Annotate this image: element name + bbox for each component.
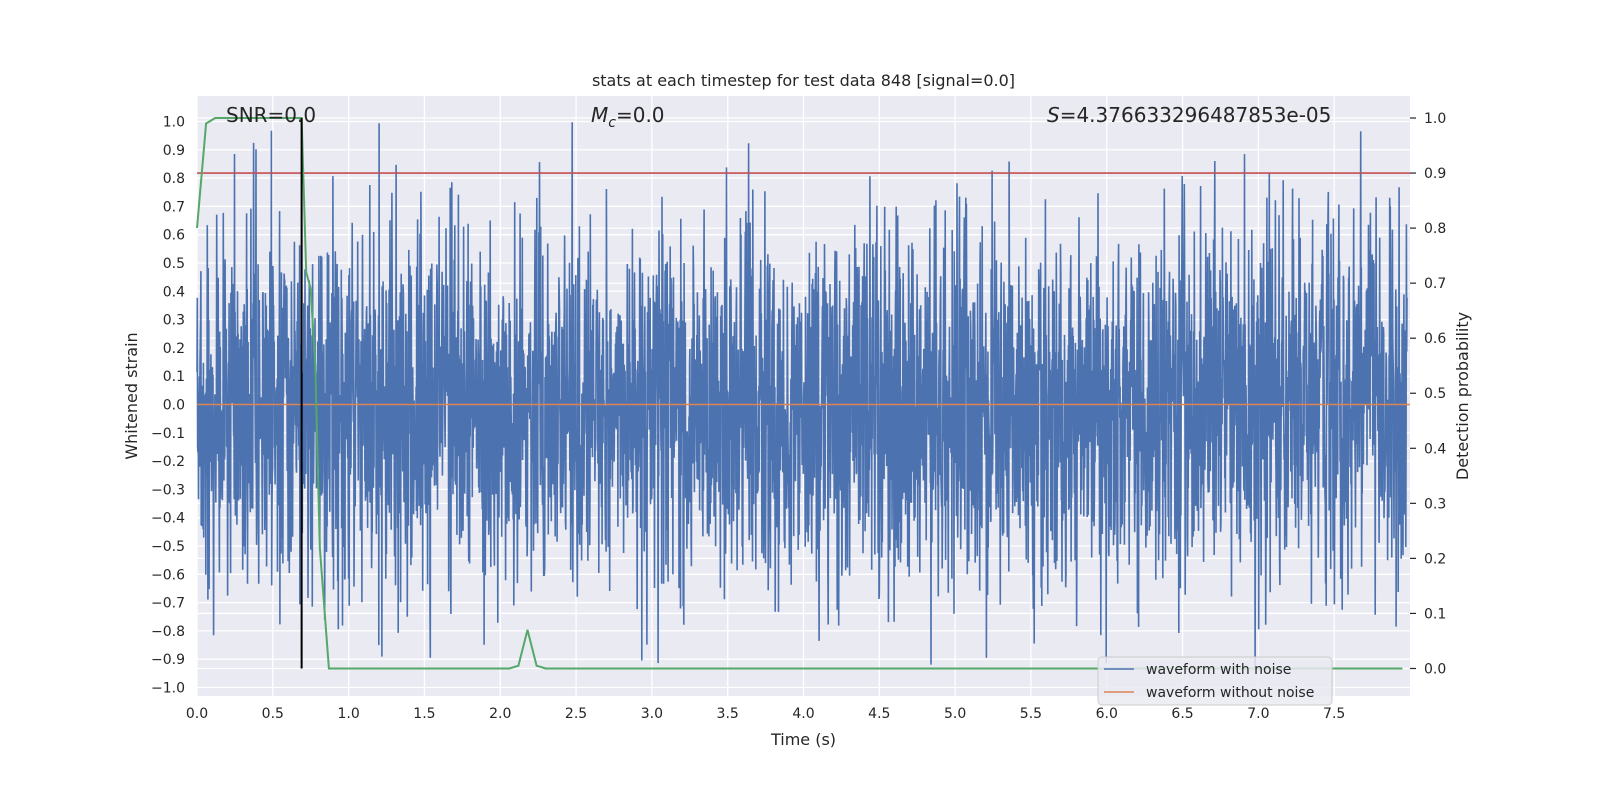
y-tick-label: −0.4 (151, 511, 185, 527)
y-tick-label: −0.5 (151, 539, 185, 555)
x-tick-label: 4.0 (792, 706, 814, 722)
y-right-tick-label: 1.0 (1424, 111, 1446, 127)
chirp-mass-annotation: Mc=0.0 (591, 103, 665, 131)
y-right-tick-label: 0.0 (1424, 661, 1446, 677)
x-tick-label: 5.0 (944, 706, 966, 722)
y-tick-label: −0.3 (151, 482, 185, 498)
chart-title: stats at each timestep for test data 848… (592, 71, 1015, 90)
y-tick-label: 0.8 (163, 171, 185, 187)
y-right-tick-label: 0.1 (1424, 606, 1446, 622)
x-tick-label: 2.0 (489, 706, 511, 722)
mc-symbol: M (591, 103, 608, 127)
s-value: =4.376633296487853e-05 (1060, 103, 1332, 127)
y-tick-label: −1.0 (151, 681, 185, 697)
y-tick-label: 0.3 (163, 313, 185, 329)
x-tick-label: 0.0 (186, 706, 208, 722)
x-tick-label: 7.0 (1247, 706, 1269, 722)
y-tick-label: 0.0 (163, 397, 185, 413)
y-tick-label: −0.6 (151, 567, 185, 583)
y-tick-label: −0.1 (151, 426, 185, 442)
x-tick-label: 3.5 (717, 706, 739, 722)
x-tick-label: 2.5 (565, 706, 587, 722)
x-tick-label: 0.5 (262, 706, 284, 722)
legend-entry-clean: waveform without noise (1146, 685, 1314, 701)
y-tick-label: 0.6 (163, 228, 185, 244)
y-tick-label: −0.8 (151, 624, 185, 640)
y-right-tick-label: 0.2 (1424, 551, 1446, 567)
overlay-series (196, 117, 1410, 670)
statistic-annotation: S=4.376633296487853e-05 (1047, 103, 1331, 127)
y-right-tick-label: 0.4 (1424, 441, 1446, 457)
x-tick-label: 6.5 (1171, 706, 1193, 722)
x-tick-label: 7.5 (1323, 706, 1345, 722)
y-tick-label: 0.7 (163, 199, 185, 215)
y-right-tick-label: 0.6 (1424, 331, 1446, 347)
legend: waveform with noise waveform without noi… (1097, 656, 1333, 706)
waveform-with-noise-line (196, 122, 1408, 667)
x-tick-label: 1.0 (337, 706, 359, 722)
y-tick-label: 1.0 (163, 114, 185, 130)
y-tick-label: 0.9 (163, 143, 185, 159)
y-tick-label: 0.4 (163, 284, 185, 300)
mc-subscript: c (608, 115, 616, 131)
y-right-tick-label: 0.7 (1424, 276, 1446, 292)
y-right-axis-label: Detection probability (1453, 312, 1472, 480)
y-tick-label: 0.2 (163, 341, 185, 357)
y-tick-label: −0.9 (151, 652, 185, 668)
y-tick-label: 0.1 (163, 369, 185, 385)
y-tick-label: 0.5 (163, 256, 185, 272)
detection-probability-line (196, 117, 1403, 670)
legend-box (1097, 656, 1333, 706)
mc-value: =0.0 (616, 103, 665, 127)
s-symbol: S (1047, 103, 1060, 127)
x-tick-label: 1.5 (413, 706, 435, 722)
y-axis-label: Whitened strain (122, 332, 141, 459)
y-tick-label: −0.2 (151, 454, 185, 470)
waveform-with-noise-series (196, 122, 1408, 667)
legend-entry-noise: waveform with noise (1146, 662, 1291, 678)
x-tick-label: 3.0 (641, 706, 663, 722)
y-right-tick-label: 0.9 (1424, 166, 1446, 182)
snr-annotation: SNR=0.0 (226, 103, 316, 127)
x-axis-label: Time (s) (770, 730, 836, 749)
y-right-tick-label: 0.8 (1424, 221, 1446, 237)
axes: 0.0 0.5 1.0 1.5 2.0 2.5 3.0 3.5 4.0 4.5 5.0 5.5 6.0 6… (151, 111, 1446, 722)
x-tick-label: 4.5 (868, 706, 890, 722)
y-tick-label: −0.7 (151, 596, 185, 612)
x-tick-label: 5.5 (1020, 706, 1042, 722)
y-right-tick-label: 0.3 (1424, 496, 1446, 512)
y-right-tick-label: 0.5 (1424, 386, 1446, 402)
x-tick-label: 6.0 (1096, 706, 1118, 722)
